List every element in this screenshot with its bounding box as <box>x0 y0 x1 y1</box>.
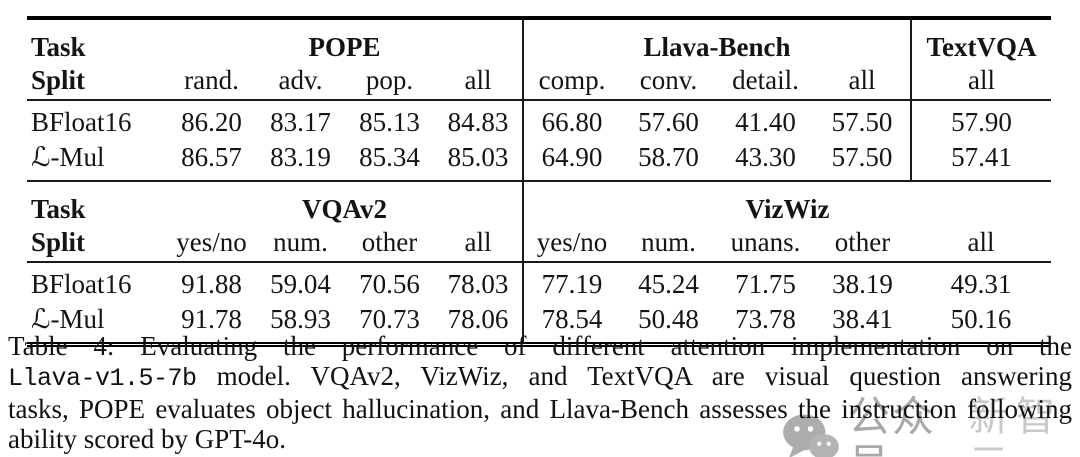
caption-line-1: Table 4: Evaluating the performance of d… <box>8 331 1072 361</box>
value-cell: 66.80 <box>522 100 620 136</box>
split-header-cell: other <box>834 226 891 257</box>
row-label-lmul: ℒ-Mul <box>31 303 105 334</box>
split-header-cell: rand. <box>184 64 239 95</box>
value-cell: 84.83 <box>447 106 509 137</box>
value-cell: 38.19 <box>832 268 893 299</box>
split-header-cell: other <box>361 226 418 257</box>
caption-line-2: Llava-v1.5-7b model. VQAv2, VizWiz, and … <box>8 361 1072 394</box>
split-header-cell: all <box>967 226 995 257</box>
split-header-cell: all <box>464 226 492 257</box>
value-cell: 64.90 <box>522 136 620 181</box>
split-label: Split <box>31 226 86 257</box>
row-label-bfloat16: BFloat16 <box>31 106 132 137</box>
value-cell: 58.70 <box>638 141 699 172</box>
table-row: Split yes/no num. other all yes/no num. … <box>27 223 1052 262</box>
table-caption: Table 4: Evaluating the performance of d… <box>8 331 1072 454</box>
split-header-cell: all <box>848 64 876 95</box>
value-cell: 57.50 <box>831 106 893 137</box>
table-row: BFloat16 91.88 59.04 70.56 78.03 77.19 4… <box>27 262 1051 298</box>
value-cell: 70.73 <box>359 303 420 334</box>
value-cell: 83.19 <box>270 141 331 172</box>
caption-line-3: tasks, POPE evaluates object hallucinati… <box>8 394 1072 424</box>
table-pope-llavabench-textvqa: Task POPE Llava-Bench TextVQA Split rand… <box>27 16 1052 182</box>
value-cell: 85.34 <box>359 141 420 172</box>
group-header-vqav2: VQAv2 <box>302 193 387 224</box>
split-header-cell: num. <box>641 226 696 257</box>
row-label-lmul: ℒ-Mul <box>31 141 105 172</box>
value-cell: 38.41 <box>832 303 893 334</box>
value-cell: 59.04 <box>270 268 331 299</box>
value-cell: 70.56 <box>359 268 420 299</box>
task-label: Task <box>31 31 86 62</box>
split-header-cell: all <box>910 61 1052 100</box>
split-header-cell: comp. <box>522 61 620 100</box>
value-cell: 83.17 <box>270 106 331 137</box>
value-cell: 43.30 <box>735 141 796 172</box>
value-cell: 78.54 <box>522 298 620 345</box>
value-cell: 91.78 <box>181 303 242 334</box>
group-header-vizwiz: VizWiz <box>521 182 1052 223</box>
split-label: Split <box>31 64 86 95</box>
value-cell: 85.13 <box>359 106 420 137</box>
model-name-code: Llava-v1.5-7b <box>8 364 197 393</box>
split-header-cell: adv. <box>278 64 323 95</box>
split-header-cell: conv. <box>639 64 698 95</box>
watermark: 公众号 新智元 <box>782 393 1080 457</box>
split-header-cell: unans. <box>730 226 801 257</box>
value-cell: 91.88 <box>181 268 242 299</box>
table-row: Task POPE Llava-Bench TextVQA <box>27 18 1052 62</box>
value-cell: 57.41 <box>910 136 1052 181</box>
table-row: Task VQAv2 VizWiz <box>27 182 1052 224</box>
value-cell: 71.75 <box>735 268 796 299</box>
table-vqav2-vizwiz: Task VQAv2 VizWiz Split yes/no num. othe… <box>27 182 1052 347</box>
value-cell: 57.60 <box>638 106 699 137</box>
group-header-textvqa: TextVQA <box>910 18 1052 61</box>
group-header-pope: POPE <box>308 31 381 62</box>
wechat-chat-bubbles-icon <box>782 413 840 457</box>
value-cell: 58.93 <box>270 303 331 334</box>
split-header-cell: all <box>464 64 492 95</box>
split-header-cell: yes/no <box>522 223 620 262</box>
value-cell: 50.16 <box>950 303 1012 334</box>
table-row: Split rand. adv. pop. all comp. conv. de… <box>27 61 1052 100</box>
value-cell: 57.50 <box>831 141 893 172</box>
split-header-cell: yes/no <box>176 226 247 257</box>
table-row: ℒ-Mul 86.57 83.19 85.34 85.03 64.90 58.7… <box>27 136 1052 181</box>
value-cell: 78.06 <box>447 303 509 334</box>
value-cell: 50.48 <box>638 303 699 334</box>
value-cell: 57.90 <box>910 100 1052 136</box>
value-cell: 78.03 <box>447 268 509 299</box>
split-header-cell: pop. <box>365 64 414 95</box>
split-header-cell: num. <box>273 226 328 257</box>
value-cell: 45.24 <box>638 268 699 299</box>
value-cell: 86.57 <box>181 141 242 172</box>
value-cell: 86.20 <box>181 106 242 137</box>
results-table: Task POPE Llava-Bench TextVQA Split rand… <box>27 16 1052 347</box>
value-cell: 77.19 <box>522 262 620 298</box>
caption-line-2-text: model. VQAv2, VizWiz, and TextVQA are vi… <box>196 361 1072 391</box>
watermark-label-gongzhonghao: 公众号 <box>848 392 937 457</box>
watermark-label-xinzhiyuan: 新智元 <box>968 394 1063 457</box>
group-header-llava-bench: Llava-Bench <box>521 18 912 61</box>
task-label: Task <box>31 193 86 224</box>
value-cell: 85.03 <box>447 141 509 172</box>
caption-line-4: ability scored by GPT-4o. <box>8 424 286 454</box>
value-cell: 49.31 <box>950 268 1012 299</box>
table-row: ℒ-Mul 91.78 58.93 70.73 78.06 78.54 50.4… <box>27 298 1051 345</box>
row-label-bfloat16: BFloat16 <box>31 268 132 299</box>
value-cell: 41.40 <box>735 106 796 137</box>
split-header-cell: detail. <box>732 64 799 95</box>
table-row: BFloat16 86.20 83.17 85.13 84.83 66.80 5… <box>27 100 1052 137</box>
value-cell: 73.78 <box>735 303 796 334</box>
